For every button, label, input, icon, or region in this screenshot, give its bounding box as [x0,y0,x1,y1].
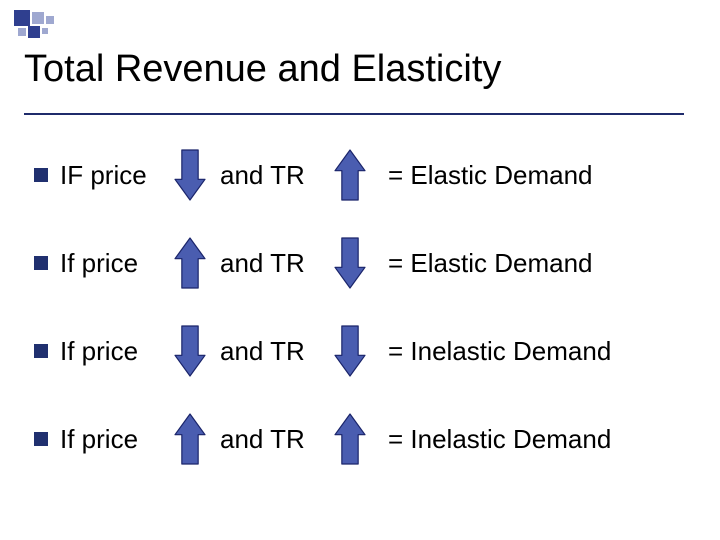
price-label: If price [60,336,160,367]
tr-label: and TR [220,248,320,279]
price-label: If price [60,248,160,279]
tr-arrow-slot [320,324,380,378]
arrow-down-icon [173,148,207,202]
tr-label: and TR [220,424,320,455]
arrow-down-icon [333,324,367,378]
arrow-down-icon [333,236,367,290]
tr-label: and TR [220,336,320,367]
bullet-icon [34,432,48,446]
rule-row: If price and TR = Inelastic Demand [34,409,720,469]
price-arrow-slot [160,148,220,202]
result-label: = Inelastic Demand [380,424,611,455]
price-arrow-slot [160,324,220,378]
arrow-down-icon [173,324,207,378]
price-arrow-slot [160,236,220,290]
rule-row: If price and TR = Elastic Demand [34,233,720,293]
arrow-up-icon [173,412,207,466]
tr-arrow-slot [320,236,380,290]
tr-arrow-slot [320,148,380,202]
result-label: = Inelastic Demand [380,336,611,367]
result-label: = Elastic Demand [380,160,592,191]
tr-label: and TR [220,160,320,191]
bullet-icon [34,168,48,182]
bullet-icon [34,344,48,358]
price-arrow-slot [160,412,220,466]
arrow-up-icon [173,236,207,290]
rule-row: If price and TR = Inelastic Demand [34,321,720,381]
bullet-icon [34,256,48,270]
arrow-up-icon [333,412,367,466]
price-label: If price [60,424,160,455]
price-label: IF price [60,160,160,191]
slide-title: Total Revenue and Elasticity [24,48,696,103]
arrow-up-icon [333,148,367,202]
rule-row: IF price and TR = Elastic Demand [34,145,720,205]
tr-arrow-slot [320,412,380,466]
result-label: = Elastic Demand [380,248,592,279]
content-area: IF price and TR = Elastic Demand If pric… [0,115,720,469]
